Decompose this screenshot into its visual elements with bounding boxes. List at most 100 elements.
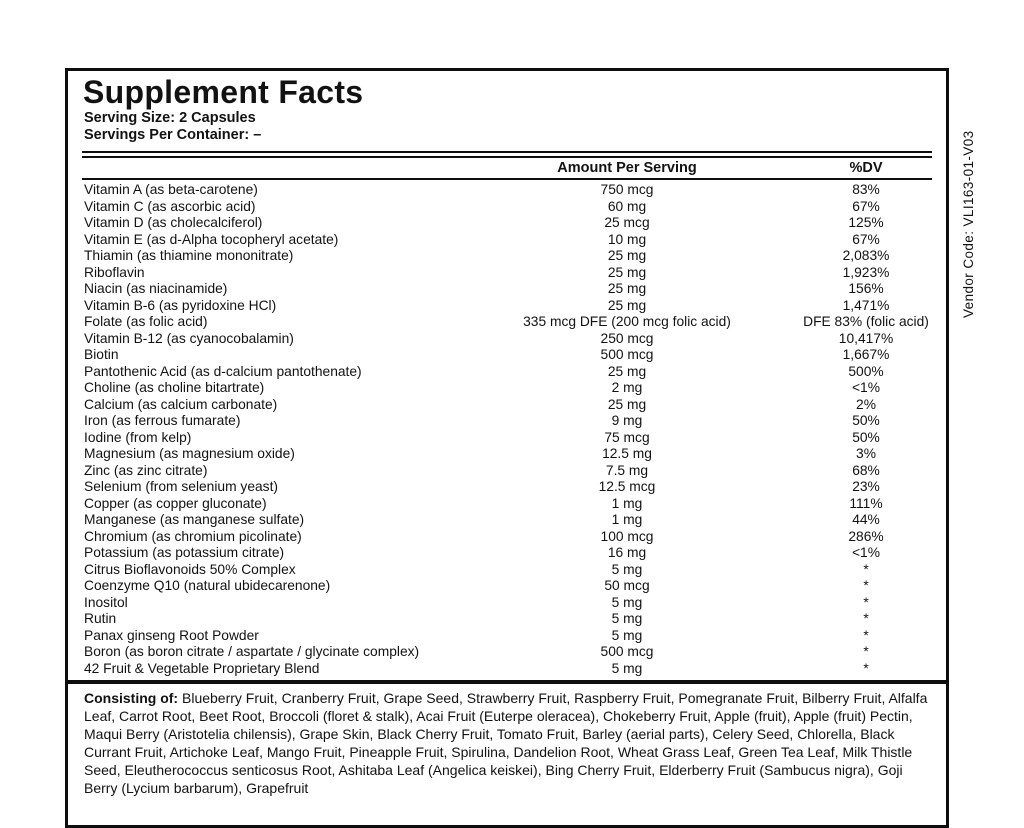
table-row: Calcium (as calcium carbonate) 25 mg 2% xyxy=(68,397,946,414)
table-row: Choline (as choline bitartrate) 2 mg <1% xyxy=(68,380,946,397)
nutrient-name: Inositol xyxy=(84,594,128,610)
nutrient-dv: 83% xyxy=(852,182,880,197)
nutrient-name: 42 Fruit & Vegetable Proprietary Blend xyxy=(84,660,320,676)
nutrient-name: Vitamin B-12 (as cyanocobalamin) xyxy=(84,330,294,346)
table-row: Iodine (from kelp) 75 mcg 50% xyxy=(68,430,946,447)
nutrient-amount: 16 mg xyxy=(607,545,647,560)
nutrient-name: Folate (as folic acid) xyxy=(84,314,208,329)
nutrient-name: Calcium (as calcium carbonate) xyxy=(84,396,278,412)
nutrient-dv: * xyxy=(863,578,869,593)
nutrient-amount: 250 mcg xyxy=(600,330,654,346)
nutrient-name: Riboflavin xyxy=(84,264,145,280)
nutrient-name: Choline (as choline bitartrate) xyxy=(84,380,265,395)
table-row: Boron (as boron citrate / aspartate / gl… xyxy=(68,644,946,661)
table-row: Manganese (as manganese sulfate) 1 mg 44% xyxy=(68,512,946,529)
nutrient-amount: 75 mcg xyxy=(604,429,650,445)
nutrient-amount: 50 mcg xyxy=(604,578,650,593)
vendor-code: Vendor Code: VLI163-01-V03 xyxy=(961,130,976,318)
nutrient-amount: 7.5 mg xyxy=(605,462,649,478)
column-header-dv: %DV xyxy=(849,160,883,176)
nutrient-amount: 9 mg xyxy=(611,413,643,428)
nutrient-amount: 25 mg xyxy=(607,264,647,280)
nutrient-amount: 500 mcg xyxy=(600,644,654,659)
table-row: Potassium (as potassium citrate) 16 mg <1% xyxy=(68,545,946,562)
table-row: Riboflavin 25 mg 1,923% xyxy=(68,265,946,282)
nutrient-dv: <1% xyxy=(852,545,880,560)
nutrient-amount: 335 mcg DFE (200 mcg folic acid) xyxy=(523,314,731,329)
nutrient-name: Vitamin D (as cholecalciferol) xyxy=(84,215,263,230)
table-row: Selenium (from selenium yeast) 12.5 mcg 23… xyxy=(68,479,946,496)
nutrient-name: Selenium (from selenium yeast) xyxy=(84,479,278,494)
nutrient-amount: 5 mg xyxy=(611,611,643,626)
consisting-of-paragraph: Consisting of: Blueberry Fruit, Cranberr… xyxy=(68,684,946,797)
nutrient-dv: 286% xyxy=(848,528,884,544)
nutrient-name: Vitamin C (as ascorbic acid) xyxy=(84,198,256,214)
table-row: Rutin 5 mg * xyxy=(68,611,946,628)
nutrient-dv: * xyxy=(863,660,869,676)
column-header-amount: Amount Per Serving xyxy=(557,160,697,176)
nutrient-dv: * xyxy=(863,644,869,659)
nutrient-amount: 25 mcg xyxy=(604,215,650,230)
supplement-facts-panel: Supplement Facts Serving Size: 2 Capsule… xyxy=(65,68,949,828)
table-row: Folate (as folic acid) 335 mcg DFE (200 m… xyxy=(68,314,946,331)
nutrient-name: Boron (as boron citrate / aspartate / gl… xyxy=(84,644,420,659)
nutrient-dv: 67% xyxy=(852,231,880,247)
nutrient-dv: 50% xyxy=(852,429,880,445)
table-row: Vitamin B-6 (as pyridoxine HCl) 25 mg 1,47… xyxy=(68,298,946,315)
nutrient-dv: 111% xyxy=(849,495,883,511)
nutrient-name: Manganese (as manganese sulfate) xyxy=(84,512,305,527)
nutrient-dv: 44% xyxy=(852,512,880,527)
nutrient-amount: 1 mg xyxy=(611,512,643,527)
table-row: Vitamin D (as cholecalciferol) 25 mcg 125% xyxy=(68,215,946,232)
nutrient-amount: 500 mcg xyxy=(600,347,654,362)
nutrient-dv: * xyxy=(863,627,869,643)
table-row: Vitamin A (as beta-carotene) 750 mcg 83% xyxy=(68,182,946,199)
nutrient-dv: 500% xyxy=(848,363,884,379)
nutrient-name: Rutin xyxy=(84,611,117,626)
panel-title: Supplement Facts xyxy=(83,74,364,110)
nutrient-amount: 1 mg xyxy=(611,495,643,511)
nutrient-dv: 10,417% xyxy=(838,330,894,346)
table-row: Vitamin E (as d-Alpha tocopheryl acetate… xyxy=(68,232,946,249)
nutrient-amount: 25 mg xyxy=(607,363,647,379)
nutrient-name: Biotin xyxy=(84,347,119,362)
table-row: Zinc (as zinc citrate) 7.5 mg 68% xyxy=(68,463,946,480)
nutrient-name: Vitamin A (as beta-carotene) xyxy=(84,182,258,197)
table-row: Magnesium (as magnesium oxide) 12.5 mg 3% xyxy=(68,446,946,463)
nutrient-name: Panax ginseng Root Powder xyxy=(84,627,259,643)
nutrient-name: Zinc (as zinc citrate) xyxy=(84,462,208,478)
table-row: Vitamin C (as ascorbic acid) 60 mg 67% xyxy=(68,199,946,216)
nutrient-name: Citrus Bioflavonoids 50% Complex xyxy=(84,561,296,577)
table-row: 42 Fruit & Vegetable Proprietary Blend 5 … xyxy=(68,661,946,678)
nutrient-amount: 750 mcg xyxy=(600,182,654,197)
nutrient-rows: Vitamin A (as beta-carotene) 750 mcg 83% Vi… xyxy=(68,182,946,677)
table-header-row: Amount Per Serving %DV xyxy=(68,158,946,178)
table-row: Thiamin (as thiamine mononitrate) 25 mg 2,… xyxy=(68,248,946,265)
nutrient-name: Iodine (from kelp) xyxy=(84,429,192,445)
nutrient-name: Pantothenic Acid (as d-calcium pantothen… xyxy=(84,363,362,379)
nutrient-dv: <1% xyxy=(852,380,880,395)
nutrient-amount: 2 mg xyxy=(611,380,643,395)
nutrient-name: Vitamin B-6 (as pyridoxine HCl) xyxy=(84,297,277,313)
nutrient-amount: 60 mg xyxy=(607,198,647,214)
nutrient-amount: 5 mg xyxy=(611,561,643,577)
nutrient-amount: 25 mg xyxy=(607,281,647,296)
nutrient-dv: 3% xyxy=(856,446,876,461)
nutrient-amount: 5 mg xyxy=(611,660,643,676)
footnote-rule xyxy=(68,680,946,684)
nutrient-amount: 12.5 mg xyxy=(602,446,652,461)
table-row: Chromium (as chromium picolinate) 100 mcg… xyxy=(68,529,946,546)
nutrient-name: Vitamin E (as d-Alpha tocopheryl acetate… xyxy=(84,231,339,247)
nutrient-dv: 1,471% xyxy=(842,297,890,313)
nutrient-name: Copper (as copper gluconate) xyxy=(84,495,267,511)
nutrient-dv: 1,667% xyxy=(842,347,890,362)
table-row: Vitamin B-12 (as cyanocobalamin) 250 mcg 1… xyxy=(68,331,946,348)
header-rule xyxy=(82,178,932,180)
nutrient-amount: 25 mg xyxy=(607,396,647,412)
consisting-of-text: Blueberry Fruit, Cranberry Fruit, Grape … xyxy=(84,690,928,796)
nutrient-dv: 50% xyxy=(852,413,880,428)
nutrient-name: Chromium (as chromium picolinate) xyxy=(84,528,302,544)
nutrient-dv: 125% xyxy=(848,215,884,230)
table-row: Pantothenic Acid (as d-calcium pantothen… xyxy=(68,364,946,381)
nutrient-amount: 5 mg xyxy=(611,627,643,643)
